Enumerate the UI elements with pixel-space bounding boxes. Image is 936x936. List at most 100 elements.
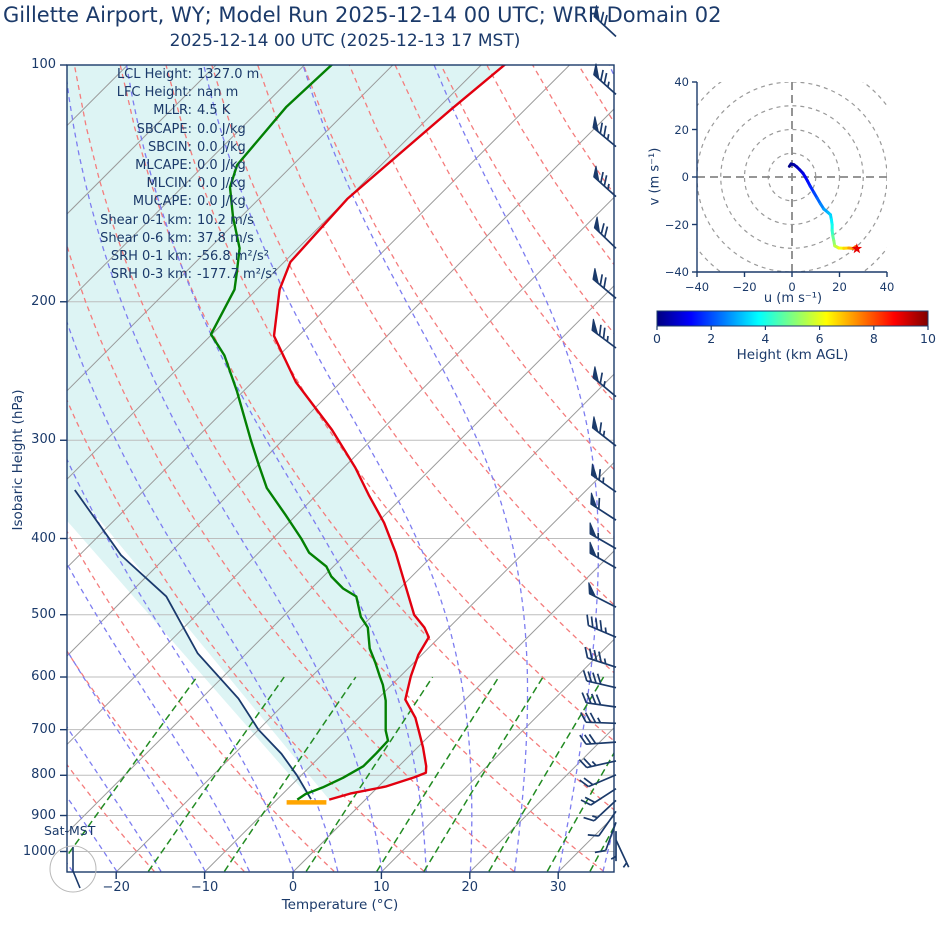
stat-value: 0.0 J/kg [197, 158, 246, 174]
mixing-ratio-line [147, 676, 285, 872]
dry-adiabat-line [808, 65, 936, 871]
hodograph-v-tick-label: −20 [664, 217, 689, 232]
hodograph-u-tick-label: 20 [832, 280, 847, 294]
stat-row: MLCIN: 0.0 J/kg [58, 175, 277, 193]
surface-wind-dial [49, 845, 97, 893]
temperature-line [272, 65, 507, 801]
hodograph-u-tick-label: 0 [788, 280, 796, 294]
surface-wind-pointer [72, 847, 81, 889]
wind-barb-column [578, 5, 630, 868]
stat-row: SBCIN: 0.0 J/kg [58, 139, 277, 157]
wind-barb [610, 831, 617, 862]
mixing-ratio-line [376, 676, 500, 872]
page-title: Gillette Airport, WY; Model Run 2025-12-… [3, 3, 722, 27]
colorbar-tick-label: 2 [707, 331, 716, 346]
dry-adiabat-line [73, 65, 605, 872]
stat-value: 0.0 J/kg [197, 139, 246, 155]
parcel-profile-line [74, 489, 312, 800]
wind-barb-flag [590, 492, 598, 509]
hodograph-v-tick-label: 20 [674, 122, 689, 137]
stat-row: SRH 0-3 km: -177.7 m²/s² [58, 266, 277, 284]
hodograph-ring [720, 105, 864, 249]
temperature-tick-label: 0 [288, 880, 298, 895]
stat-value: 0.0 J/kg [197, 194, 246, 210]
isotherm-line [67, 196, 614, 746]
wind-barb-flag [588, 582, 597, 598]
wind-barb [587, 810, 617, 837]
wind-barb-flag [592, 366, 600, 384]
hodograph-plot-area [697, 82, 887, 272]
dry-adiabat-line [211, 65, 614, 674]
stat-value: -56.8 m²/s² [197, 249, 270, 265]
height-colorbar [656, 310, 929, 327]
mixing-ratio-line [223, 676, 357, 872]
isotherm-line [67, 65, 217, 215]
stat-value: -177.7 m²/s² [197, 267, 278, 283]
isotherm-line [67, 285, 614, 834]
dry-adiabat-line [486, 65, 614, 266]
stat-value: 1327.0 m [197, 67, 260, 82]
colorbar-tick-label: 8 [869, 331, 878, 346]
hodograph-v-tick-label: 40 [674, 75, 689, 89]
mixing-ratio-line [488, 676, 605, 872]
stat-value: nan m [197, 85, 239, 101]
moist-adiabat-line [67, 76, 383, 872]
dry-adiabat-line [67, 650, 245, 872]
temperature-tick-label: 30 [549, 880, 567, 895]
stat-row: LFC Height: nan m [58, 84, 277, 102]
pressure-tick-label: 700 [31, 721, 56, 737]
wind-barb-flag [592, 116, 600, 134]
pressure-tick-label: 500 [31, 606, 56, 622]
stat-row: SRH 0-1 km: -56.8 m²/s² [58, 248, 277, 266]
hodograph-u-tick-label: 40 [879, 280, 895, 294]
stat-row: LCL Height: 1327.0 m [58, 66, 277, 84]
stat-row: MLCAPE: 0.0 J/kg [58, 157, 277, 175]
moist-adiabat-line [67, 795, 118, 872]
dry-adiabat-line [348, 65, 614, 471]
stat-label: LCL Height: [116, 67, 192, 82]
wind-barb-flag [589, 522, 598, 539]
dry-adiabat-line [302, 65, 614, 539]
stat-label: MLLR: [153, 103, 192, 119]
temperature-tick-label: 10 [373, 880, 390, 895]
isotherm-line [469, 727, 614, 872]
wind-barb [582, 670, 617, 689]
isotherm-line [381, 638, 614, 872]
wind-barb-flag [591, 416, 599, 434]
stat-row: MLLR: 4.5 K [58, 102, 277, 120]
isotherm-line [67, 65, 305, 304]
temperature-tick-label: −10 [190, 880, 219, 895]
colorbar-tick-label: 6 [815, 331, 824, 346]
isotherm-line [67, 65, 570, 569]
stat-value: 37.8 m/s [197, 230, 254, 246]
isotherm-line [67, 65, 394, 392]
date-corner-label: Sat-MST [44, 823, 96, 838]
stat-value: 4.5 K [197, 103, 231, 119]
pressure-tick-label: 600 [31, 669, 56, 685]
pressure-tick-label: 1000 [22, 843, 56, 859]
wind-barb [593, 171, 617, 198]
isotherm-line [67, 108, 614, 657]
isotherm-line [557, 815, 614, 872]
dry-adiabat-line [119, 65, 614, 811]
stat-label: SRH 0-1 km: [110, 249, 192, 265]
stat-label: MLCIN: [146, 176, 192, 192]
pressure-tick-label: 100 [31, 57, 56, 72]
wind-barb [593, 69, 617, 96]
skewt-plot-area [67, 65, 936, 872]
moist-adiabat-line [647, 65, 813, 871]
wind-barb [579, 774, 617, 788]
colorbar-tick-label: 0 [653, 331, 661, 346]
hodograph-ring [743, 128, 841, 226]
pressure-tick-label: 300 [31, 432, 56, 448]
moist-adiabat-line [67, 725, 162, 872]
pressure-axis-label: Isobaric Height (hPa) [10, 389, 26, 531]
dry-adiabat-line [67, 243, 515, 872]
wind-barb-flag [592, 268, 600, 285]
stat-row: Shear 0-6 km: 37.8 m/s [58, 230, 277, 248]
wind-barb [583, 799, 617, 822]
stat-label: Shear 0-1 km: [100, 212, 192, 228]
wind-barb [586, 614, 617, 638]
